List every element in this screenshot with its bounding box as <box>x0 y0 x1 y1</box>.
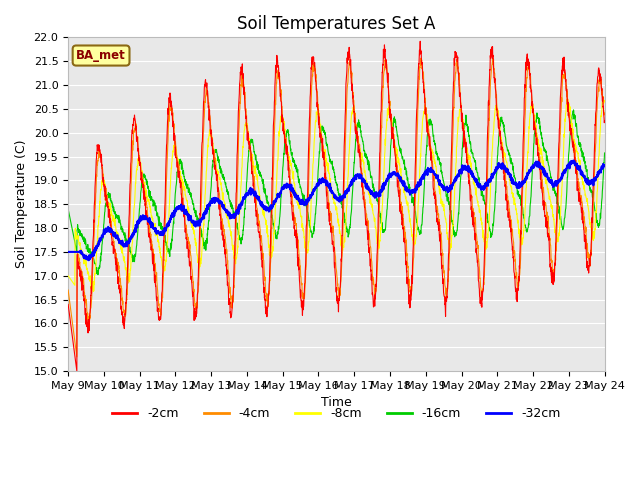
Title: Soil Temperatures Set A: Soil Temperatures Set A <box>237 15 436 33</box>
Y-axis label: Soil Temperature (C): Soil Temperature (C) <box>15 140 28 268</box>
Text: BA_met: BA_met <box>76 49 126 62</box>
X-axis label: Time: Time <box>321 396 352 409</box>
Legend: -2cm, -4cm, -8cm, -16cm, -32cm: -2cm, -4cm, -8cm, -16cm, -32cm <box>107 402 566 425</box>
